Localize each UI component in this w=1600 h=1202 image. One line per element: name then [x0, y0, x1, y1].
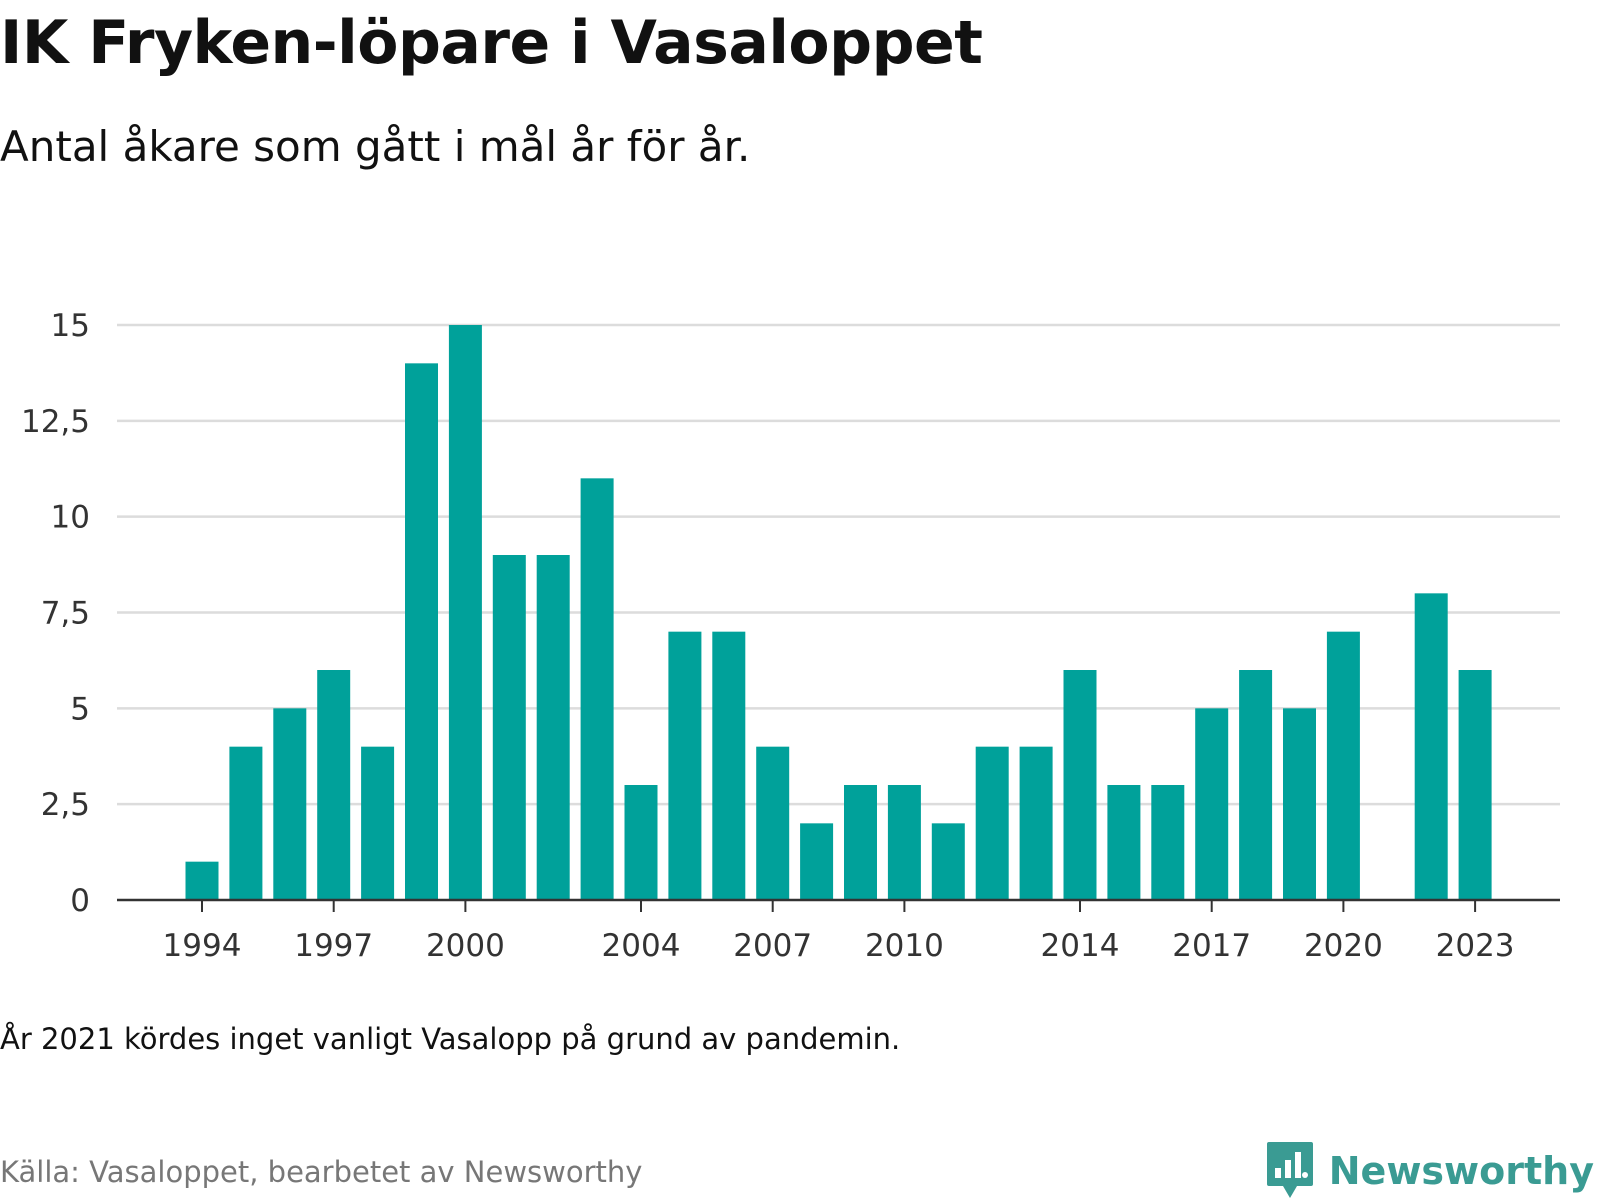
bar-1997	[317, 670, 351, 900]
x-tick-label: 2004	[602, 928, 681, 964]
bar-2017	[1195, 708, 1229, 900]
bar-2016	[1151, 785, 1185, 900]
brand-name: Newsworthy	[1328, 1149, 1594, 1193]
bar-2010	[887, 785, 921, 900]
bar-2003	[580, 478, 614, 900]
bar-2015	[1107, 785, 1141, 900]
bar-1998	[361, 746, 395, 900]
chart-source: Källa: Vasaloppet, bearbetet av Newswort…	[0, 1155, 643, 1189]
x-tick-label: 2014	[1041, 928, 1120, 964]
x-tick-label: 1994	[163, 928, 242, 964]
bar-2006	[712, 631, 746, 900]
bar-2009	[844, 785, 877, 900]
bar-2023	[1458, 670, 1492, 900]
bar-2005	[668, 631, 702, 900]
y-tick-label: 10	[51, 500, 90, 536]
bar-2002	[536, 555, 570, 900]
y-tick-label: 5	[70, 691, 90, 727]
bar-2022	[1414, 593, 1448, 900]
x-tick-label: 2010	[865, 928, 944, 964]
bar-1999	[405, 363, 438, 900]
x-tick-label: 2020	[1304, 928, 1383, 964]
newsworthy-logo-icon	[1266, 1142, 1313, 1198]
y-tick-label: 7,5	[41, 596, 90, 632]
x-tick-label: 2007	[733, 928, 812, 964]
x-axis-tick-labels: 1994 1997 2000 2004 2007 2010 2014 2017 2020 2023	[163, 900, 1515, 964]
bar-2012	[975, 746, 1009, 900]
bar-2019	[1283, 708, 1316, 900]
y-axis-tick-labels: 0 2,5 5 7,5 10 12,5 15	[21, 308, 90, 919]
bar-1994	[185, 861, 219, 900]
bar-2000	[448, 325, 482, 900]
chart-title: IK Fryken-löpare i Vasaloppet	[0, 8, 983, 78]
bars	[185, 325, 1492, 900]
bar-2013	[1019, 746, 1053, 900]
x-tick-label: 1997	[294, 928, 373, 964]
x-tick-label: 2017	[1172, 928, 1251, 964]
bar-2018	[1239, 670, 1273, 900]
bar-1995	[229, 746, 263, 900]
x-tick-label: 2023	[1436, 928, 1515, 964]
y-tick-label: 12,5	[21, 404, 90, 440]
y-tick-label: 0	[70, 883, 90, 919]
bar-2004	[624, 785, 658, 900]
chart-note: År 2021 kördes inget vanligt Vasalopp på…	[0, 1022, 901, 1056]
y-tick-label: 15	[51, 308, 90, 344]
bar-2014	[1063, 670, 1097, 900]
bar-2020	[1326, 631, 1360, 900]
bar-2001	[492, 555, 526, 900]
gridlines	[117, 323, 1560, 806]
bar-2011	[931, 823, 965, 900]
bar-chart: 0 2,5 5 7,5 10 12,5 15 1994 1997 2000 2004 2007 201…	[21, 308, 1560, 964]
y-tick-label: 2,5	[41, 787, 90, 823]
x-tick-label: 2000	[426, 928, 505, 964]
brand: Newsworthy	[1265, 1140, 1594, 1202]
chart-subtitle: Antal åkare som gått i mål år för år.	[0, 122, 751, 171]
bar-2007	[756, 746, 790, 900]
bar-1996	[273, 708, 307, 900]
bar-2008	[800, 823, 834, 900]
